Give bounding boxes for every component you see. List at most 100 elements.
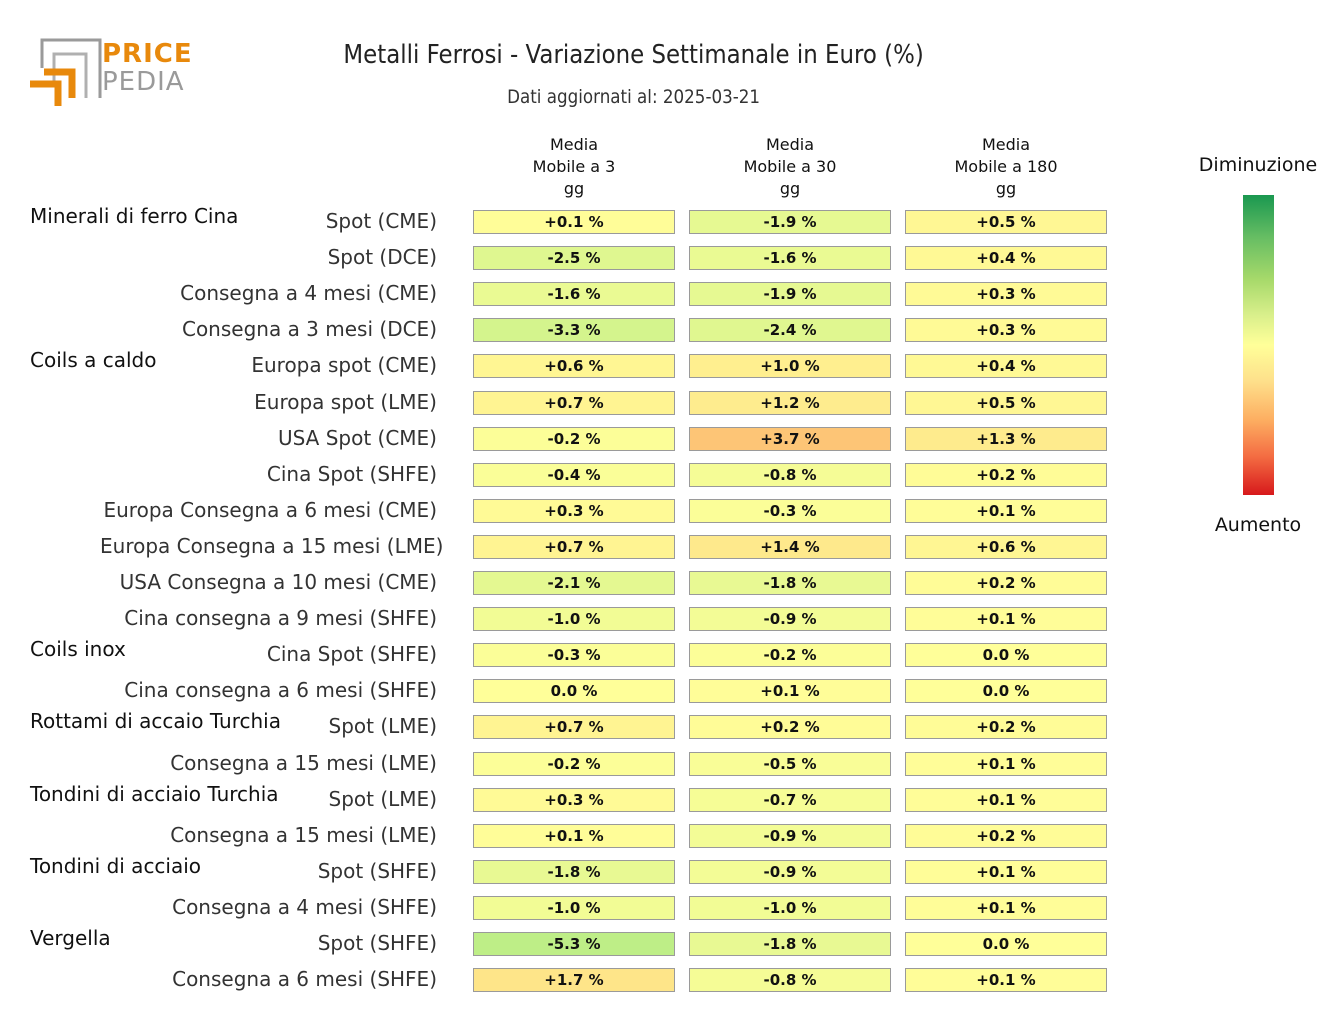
row-label: Cina consegna a 6 mesi (SHFE): [124, 678, 437, 702]
heatmap-cell: +0.1 %: [905, 968, 1107, 992]
heatmap-cell: +0.3 %: [905, 282, 1107, 306]
row-label: Cina consegna a 9 mesi (SHFE): [124, 606, 437, 630]
group-label: Tondini di acciaio Turchia: [30, 782, 279, 806]
heatmap-cell: +0.3 %: [473, 788, 675, 812]
row-label: Europa Consegna a 15 mesi (LME): [100, 534, 444, 558]
row-label: Spot (SHFE): [317, 859, 437, 883]
group-label: Rottami di accaio Turchia: [30, 709, 281, 733]
group-label: Tondini di acciaio: [30, 854, 202, 878]
heatmap-cell: -1.8 %: [689, 932, 891, 956]
chart-title: Metalli Ferrosi - Variazione Settimanale…: [343, 40, 924, 70]
heatmap-cell: +1.3 %: [905, 427, 1107, 451]
heatmap-cell: -2.5 %: [473, 246, 675, 270]
heatmap-cell: -1.0 %: [473, 607, 675, 631]
legend-bottom-label: Aumento: [1214, 514, 1302, 536]
row-label: USA Consegna a 10 mesi (CME): [119, 570, 437, 594]
heatmap-cell: +0.2 %: [689, 715, 891, 739]
row-label: Cina Spot (SHFE): [266, 642, 437, 666]
heatmap-cell: -0.2 %: [473, 752, 675, 776]
row-label: Consegna a 15 mesi (LME): [170, 823, 437, 847]
heatmap-cell: +0.7 %: [473, 391, 675, 415]
heatmap-cell: -1.0 %: [473, 896, 675, 920]
heatmap-cell: -3.3 %: [473, 318, 675, 342]
heatmap-cell: -1.8 %: [473, 860, 675, 884]
row-label: Consegna a 3 mesi (DCE): [181, 317, 437, 341]
row-label: Spot (LME): [328, 787, 437, 811]
heatmap-cell: +0.1 %: [689, 679, 891, 703]
heatmap-cell: -0.3 %: [473, 643, 675, 667]
row-label: Cina Spot (SHFE): [266, 462, 437, 486]
heatmap-cell: +0.1 %: [473, 210, 675, 234]
heatmap-cell: +0.1 %: [905, 499, 1107, 523]
heatmap-cell: +0.4 %: [905, 246, 1107, 270]
heatmap-cell: +1.0 %: [689, 354, 891, 378]
heatmap-cell: -2.1 %: [473, 571, 675, 595]
column-header: Media Mobile a 180 gg: [954, 135, 1058, 198]
heatmap-cell: -1.0 %: [689, 896, 891, 920]
heatmap-cell: +0.3 %: [473, 499, 675, 523]
legend-color-bar: [1243, 195, 1274, 495]
heatmap-cell: +0.7 %: [473, 535, 675, 559]
heatmap-cell: -1.6 %: [473, 282, 675, 306]
heatmap-cell: -2.4 %: [689, 318, 891, 342]
heatmap-cell: -0.3 %: [689, 499, 891, 523]
heatmap-cell: +0.1 %: [905, 896, 1107, 920]
heatmap-cell: +1.7 %: [473, 968, 675, 992]
heatmap-cell: +0.5 %: [905, 210, 1107, 234]
heatmap-cell: +0.2 %: [905, 571, 1107, 595]
heatmap-cell: +0.2 %: [905, 715, 1107, 739]
row-label: Spot (SHFE): [317, 931, 437, 955]
heatmap-cell: 0.0 %: [473, 679, 675, 703]
heatmap-cell: -0.2 %: [473, 427, 675, 451]
row-label: Europa spot (CME): [251, 353, 437, 377]
heatmap-cell: +3.7 %: [689, 427, 891, 451]
row-label: Consegna a 4 mesi (SHFE): [172, 895, 437, 919]
heatmap-cell: -0.8 %: [689, 968, 891, 992]
group-label: Coils a caldo: [30, 348, 157, 372]
heatmap-cell: +0.2 %: [905, 824, 1107, 848]
row-label: Spot (CME): [325, 209, 437, 233]
legend-top-label: Diminuzione: [1198, 154, 1318, 176]
heatmap-cell: +0.1 %: [905, 788, 1107, 812]
row-label: Europa spot (LME): [254, 390, 437, 414]
heatmap-cell: +0.6 %: [473, 354, 675, 378]
heatmap-cell: +0.3 %: [905, 318, 1107, 342]
heatmap-cell: -1.9 %: [689, 282, 891, 306]
group-label: Vergella: [30, 926, 111, 950]
row-label: Europa Consegna a 6 mesi (CME): [103, 498, 437, 522]
heatmap-cell: +0.7 %: [473, 715, 675, 739]
heatmap-cell: -1.8 %: [689, 571, 891, 595]
heatmap-cell: -0.9 %: [689, 607, 891, 631]
heatmap-cell: +0.1 %: [473, 824, 675, 848]
row-label: Consegna a 6 mesi (SHFE): [172, 967, 437, 991]
logo-mark-icon: [30, 38, 102, 106]
row-label: Consegna a 15 mesi (LME): [170, 751, 437, 775]
row-label: Spot (DCE): [327, 245, 437, 269]
heatmap-cell: +1.2 %: [689, 391, 891, 415]
heatmap-cell: -0.7 %: [689, 788, 891, 812]
heatmap-cell: +0.1 %: [905, 752, 1107, 776]
heatmap-cell: +0.1 %: [905, 860, 1107, 884]
logo-pedia-text: PEDIA: [102, 67, 185, 97]
heatmap-cell: 0.0 %: [905, 932, 1107, 956]
heatmap-cell: -0.4 %: [473, 463, 675, 487]
column-header: Media Mobile a 3 gg: [532, 135, 616, 198]
column-header: Media Mobile a 30 gg: [743, 135, 837, 198]
heatmap-cell: -0.5 %: [689, 752, 891, 776]
heatmap-cell: +0.6 %: [905, 535, 1107, 559]
group-label: Coils inox: [30, 637, 126, 661]
chart-subtitle: Dati aggiornati al: 2025-03-21: [507, 86, 761, 108]
heatmap-cell: 0.0 %: [905, 643, 1107, 667]
group-label: Minerali di ferro Cina: [30, 204, 239, 228]
heatmap-cell: -0.9 %: [689, 860, 891, 884]
heatmap-cell: -0.8 %: [689, 463, 891, 487]
row-label: USA Spot (CME): [277, 426, 437, 450]
heatmap-cell: +0.5 %: [905, 391, 1107, 415]
row-label: Spot (LME): [328, 714, 437, 738]
heatmap-cell: +0.1 %: [905, 607, 1107, 631]
pricepedia-logo: PRICE PEDIA: [30, 38, 192, 110]
heatmap-cell: -0.2 %: [689, 643, 891, 667]
heatmap-cell: +0.4 %: [905, 354, 1107, 378]
heatmap-cell: -1.9 %: [689, 210, 891, 234]
heatmap-cell: -0.9 %: [689, 824, 891, 848]
